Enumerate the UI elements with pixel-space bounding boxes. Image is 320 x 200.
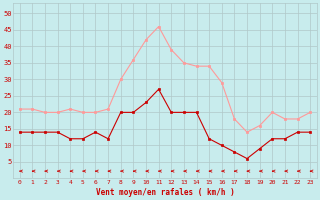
X-axis label: Vent moyen/en rafales ( km/h ): Vent moyen/en rafales ( km/h ) (96, 188, 234, 197)
